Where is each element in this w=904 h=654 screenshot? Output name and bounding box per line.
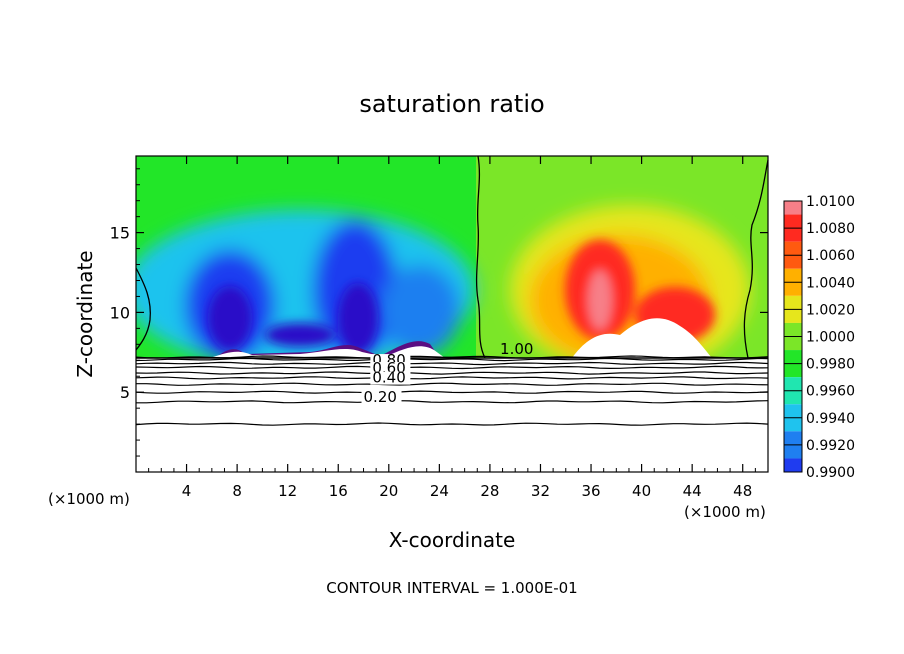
contour-label: 0.40 [372, 369, 405, 387]
colorbar-label: 1.0020 [806, 302, 855, 318]
colorbar-swatch [784, 282, 802, 296]
contour-line [135, 422, 769, 426]
y-tick-label: 5 [120, 383, 130, 402]
contour-line [136, 382, 769, 386]
colorbar-label: 1.0040 [806, 275, 855, 291]
x-tick-label: 12 [278, 482, 297, 500]
moist-white-patch [572, 318, 712, 358]
colorbar-swatch [784, 336, 802, 351]
contour-line [136, 400, 769, 404]
colorbar-label: 0.9980 [806, 357, 855, 373]
colorbar-label: 0.9940 [806, 411, 855, 427]
y-tick-label: 10 [110, 303, 130, 322]
contour-line [135, 357, 769, 362]
unity-contour-left [135, 267, 151, 351]
colorbar-swatch [784, 377, 802, 391]
x-tick-label: 24 [430, 482, 449, 500]
x-unit-right: (×1000 m) [684, 503, 766, 521]
colorbar-swatch [784, 214, 802, 229]
colorbar-swatch [784, 417, 802, 432]
field-layer [136, 156, 768, 472]
y-axis-label: Z-coordinate [73, 250, 97, 377]
contour-line [135, 365, 769, 370]
colorbar-swatch [784, 201, 802, 215]
unity-contours [135, 155, 769, 359]
colorbar-swatch [784, 404, 802, 418]
x-tick-label: 4 [182, 482, 192, 500]
colorbar-label: 1.0060 [806, 248, 855, 264]
colorbar-label: 1.0080 [806, 221, 855, 237]
contour-line [135, 371, 769, 375]
x-tick-label: 8 [232, 482, 242, 500]
field-blobs-core [208, 240, 715, 353]
x-axis-label: X-coordinate [389, 528, 516, 552]
colorbar-swatch [784, 309, 802, 323]
colorbar-swatch [784, 458, 802, 472]
colorbar-label: 0.9920 [806, 438, 855, 454]
colorbar-label: 1.0000 [806, 330, 855, 346]
colorbar-label: 0.9960 [806, 384, 855, 400]
unity-contour-right [743, 159, 769, 359]
colorbar: 1.0100 1.0080 1.0060 1.0040 1.0020 1.0000 0.99… [783, 194, 855, 481]
x-unit-left: (×1000 m) [48, 490, 130, 508]
surface-white-edge [210, 346, 445, 358]
dry-core-3 [265, 323, 335, 347]
x-tick-label: 36 [581, 482, 600, 500]
x-tick-label: 40 [632, 482, 651, 500]
colorbar-swatch [784, 295, 802, 310]
contour-label: 0.20 [364, 388, 397, 406]
dry-blob-3 [380, 265, 460, 355]
contour-label-bg [370, 371, 411, 385]
contour-line [135, 355, 769, 359]
y-tick-label: 15 [110, 224, 130, 243]
unity-contour-center [475, 155, 486, 359]
colorbar-label: 1.0100 [806, 194, 855, 210]
colorbar-swatch [784, 255, 802, 269]
dry-purple-rim [215, 341, 440, 358]
colorbar-swatch [784, 228, 802, 242]
colorbar-swatch [784, 390, 802, 405]
contour-label-bg [361, 390, 402, 404]
colorbar-swatch [784, 268, 802, 283]
chart-title: saturation ratio [359, 90, 544, 118]
x-tick-label: 16 [329, 482, 348, 500]
colorbar-swatch [784, 431, 802, 445]
x-tick-label: 32 [531, 482, 550, 500]
x-tick-label: 44 [683, 482, 702, 500]
colorbar-swatch [784, 350, 802, 364]
contour-label: 1.00 [500, 340, 533, 358]
contour-line [135, 390, 769, 394]
dry-core-1 [208, 286, 252, 350]
x-tick-label: 28 [480, 482, 499, 500]
contour-labels: 1.000.800.600.400.20 [361, 340, 533, 406]
colorbar-swatch [784, 444, 802, 459]
low-contour-lines [135, 355, 769, 426]
contour-line [135, 376, 769, 380]
contour-interval-footer: CONTOUR INTERVAL = 1.000E-01 [326, 579, 577, 597]
colorbar-swatch [784, 322, 802, 337]
colorbar-swatch [784, 363, 802, 378]
x-tick-label: 20 [379, 482, 398, 500]
contour-line [135, 361, 769, 366]
saturation-field [136, 156, 768, 358]
colorbar-label: 0.9900 [806, 465, 855, 481]
colorbar-swatch [784, 241, 802, 256]
x-tick-label: 48 [733, 482, 752, 500]
moist-pink [588, 270, 612, 330]
dry-core-2 [338, 283, 378, 353]
